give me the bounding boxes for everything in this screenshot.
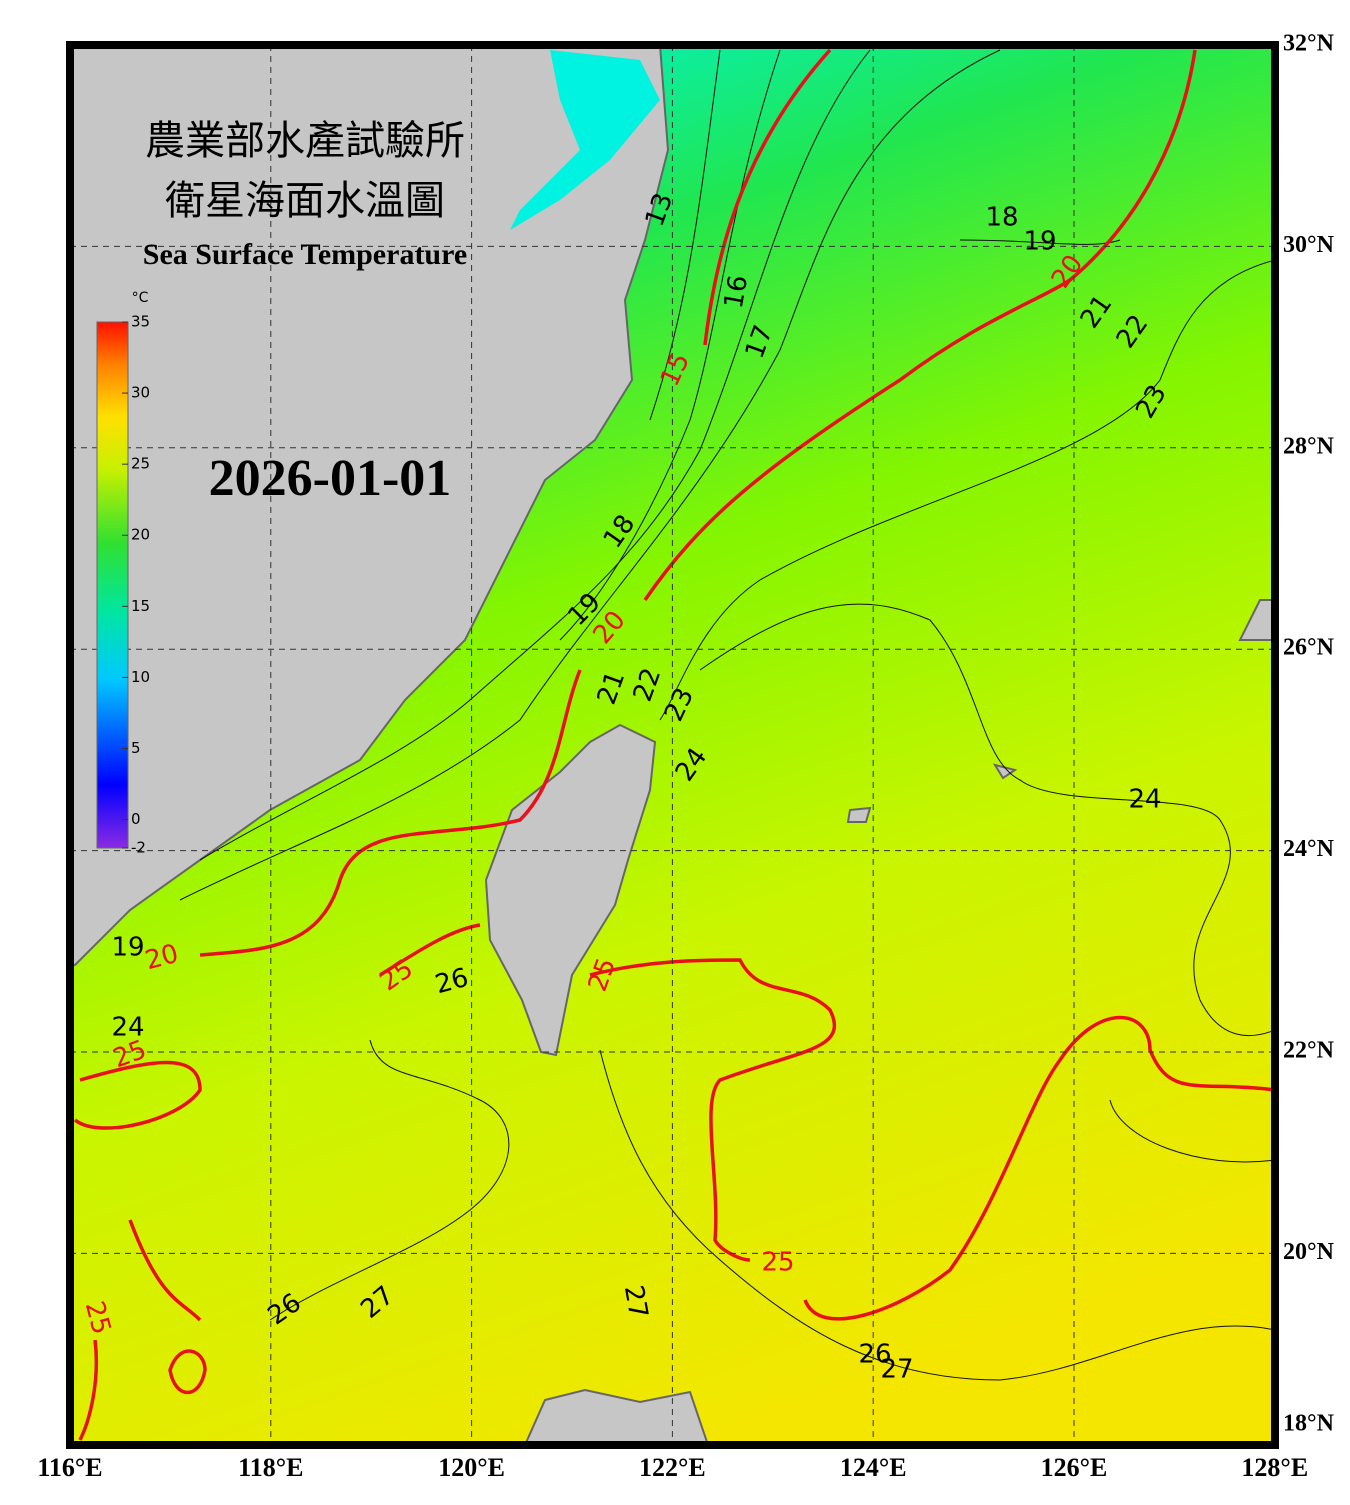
lon-label: 126°E: [1041, 1453, 1108, 1482]
lat-label: 24°N: [1283, 836, 1335, 862]
colorbar-tick-label: 25: [131, 455, 150, 473]
contour-labels: 1316171518192021222318192021222324241920…: [79, 189, 1173, 1384]
contour-label: 19: [111, 933, 144, 963]
contour-label: 24: [111, 1013, 144, 1043]
estuary: [510, 50, 660, 230]
lon-label: 118°E: [238, 1453, 303, 1482]
colorbar-tick-label: 5: [131, 739, 141, 757]
colorbar-tick-label: 15: [131, 597, 150, 615]
lon-label: 122°E: [639, 1453, 706, 1482]
isotherms: [179, 49, 1271, 1381]
colorbar-gradient: [96, 321, 129, 849]
colorbar-unit: °C: [132, 290, 149, 306]
lat-label: 22°N: [1283, 1038, 1335, 1064]
contour-label: 24: [1128, 785, 1161, 815]
colorbar: 35 30 25 20 15 10 5 0 -2: [96, 313, 150, 857]
contour-label: 18: [985, 203, 1018, 233]
colorbar-tick-label: 20: [131, 526, 150, 544]
contour-label: 26: [858, 1340, 891, 1370]
contour-label: 25: [761, 1248, 794, 1278]
title-zh-2: 衛星海面水溫圖: [165, 178, 445, 223]
lat-label: 30°N: [1283, 232, 1335, 258]
colorbar-tick-label: 10: [131, 668, 150, 686]
lon-label: 128°E: [1241, 1453, 1308, 1482]
date: 2026-01-01: [209, 450, 452, 507]
map-area: 1316171518192021222318192021222324241920…: [74, 49, 1271, 1441]
map-frame: [66, 41, 1279, 1449]
lon-label: 124°E: [840, 1453, 907, 1482]
lat-label: 26°N: [1283, 635, 1335, 661]
isotherms-red: [74, 49, 1271, 1441]
title-en: Sea Surface Temperature: [143, 238, 467, 271]
land-china: [74, 49, 670, 966]
land-luzon: [525, 1388, 708, 1441]
lat-label: 32°N: [1283, 31, 1335, 57]
colorbar-tick-label: 0: [131, 810, 141, 828]
axis-labels: 116°E 118°E 120°E 122°E 124°E 126°E 128°E 32°N 3…: [37, 31, 1334, 1482]
colorbar-tick-label: 35: [131, 313, 150, 331]
colorbar-tick-label: -2: [131, 839, 146, 857]
contour-label: 27: [880, 1355, 913, 1385]
contour-label: 16: [719, 273, 754, 311]
grid: [74, 49, 1271, 1441]
title-zh-1: 農業部水產試驗所: [145, 118, 465, 163]
contour-label: 19: [1023, 227, 1056, 257]
lat-label: 20°N: [1283, 1239, 1335, 1265]
lat-label: 28°N: [1283, 433, 1335, 459]
lon-label: 120°E: [438, 1453, 505, 1482]
lat-label: 18°N: [1283, 1411, 1335, 1437]
colorbar-tick-label: 30: [131, 384, 150, 402]
lon-label: 116°E: [37, 1453, 102, 1482]
contour-label: 27: [618, 1283, 653, 1321]
